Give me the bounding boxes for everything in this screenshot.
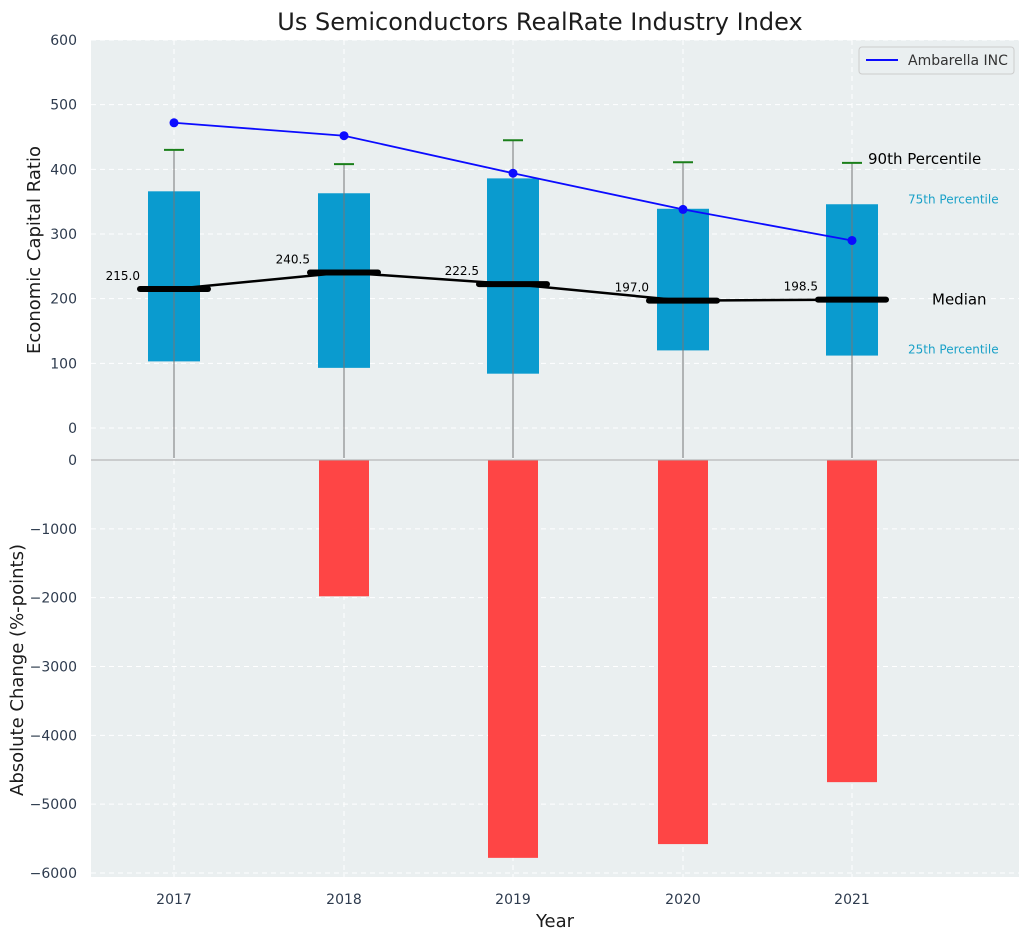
x-tick-label: 2021: [834, 892, 870, 908]
company-point-2017: [169, 118, 179, 128]
top-y-tick-label: 500: [50, 98, 77, 114]
bottom-y-axis-label: Absolute Change (%-points): [7, 544, 28, 796]
company-point-2020: [678, 204, 688, 214]
change-bar-2021: [827, 460, 877, 783]
top-panel: 0 100 200 300 400 500 600 215.0 240.5 222.5 197.0…: [24, 33, 1019, 460]
x-tick-label: 2020: [665, 892, 701, 908]
change-bar-2020: [658, 460, 708, 845]
box-plots: [148, 139, 878, 458]
company-point-2018: [339, 131, 349, 141]
legend-box: [858, 46, 1015, 75]
top-y-tick-label: 200: [50, 292, 77, 308]
median-line: 215.0 240.5 222.5 197.0 198.5: [106, 252, 889, 304]
p90-annotation: 90th Percentile: [868, 150, 981, 168]
bottom-y-tick-label: −3000: [30, 660, 77, 676]
top-y-tick-label: 0: [68, 421, 77, 437]
x-axis-label: Year: [535, 911, 575, 932]
x-tick-label: 2018: [326, 892, 362, 908]
top-plot-background: [91, 40, 1019, 460]
top-y-tick-label: 100: [50, 356, 77, 372]
top-y-axis-label: Economic Capital Ratio: [24, 146, 45, 354]
legend-label: Ambarella INC: [908, 53, 1008, 69]
x-tick-label: 2019: [495, 892, 531, 908]
top-y-tick-label: 400: [50, 162, 77, 178]
company-line: [169, 118, 857, 245]
bottom-y-tick-label: −4000: [30, 728, 77, 744]
x-tick-label: 2017: [156, 892, 192, 908]
bottom-y-tick-label: −6000: [30, 866, 77, 882]
change-bar-2019: [488, 460, 538, 858]
company-point-2021: [847, 235, 857, 245]
change-bars: [319, 460, 877, 858]
percentile-annotations: 90th Percentile 75th Percentile Median 25th…: [868, 150, 999, 357]
median-value-label: 197.0: [615, 281, 649, 295]
top-y-tick-label: 600: [50, 33, 77, 49]
bottom-y-tick-label: −1000: [30, 522, 77, 538]
bottom-panel: 0 −1000 −2000 −3000 −4000 −5000 −6000 Absolute…: [7, 453, 1019, 882]
bottom-y-tick-label: −5000: [30, 797, 77, 813]
p75-annotation: 75th Percentile: [908, 192, 999, 206]
x-ticks: 2017 2018 2019 2020 2021: [156, 892, 870, 908]
median-value-label: 240.5: [276, 252, 310, 266]
legend: Ambarella INC: [858, 46, 1015, 75]
change-bar-2018: [319, 460, 369, 597]
median-annotation: Median: [932, 291, 987, 309]
median-value-label: 198.5: [784, 280, 818, 294]
bottom-y-ticks: 0 −1000 −2000 −3000 −4000 −5000 −6000: [30, 453, 77, 882]
top-y-tick-label: 300: [50, 227, 77, 243]
company-point-2019: [508, 168, 518, 178]
bottom-y-tick-label: 0: [68, 453, 77, 469]
bottom-y-tick-label: −2000: [30, 591, 77, 607]
chart-title: Us Semiconductors RealRate Industry Inde…: [277, 8, 802, 36]
median-value-label: 215.0: [106, 269, 140, 283]
p25-annotation: 25th Percentile: [908, 343, 999, 357]
median-value-label: 222.5: [445, 264, 479, 278]
top-y-ticks: 0 100 200 300 400 500 600: [50, 33, 77, 437]
bottom-plot-background: [91, 460, 1019, 877]
